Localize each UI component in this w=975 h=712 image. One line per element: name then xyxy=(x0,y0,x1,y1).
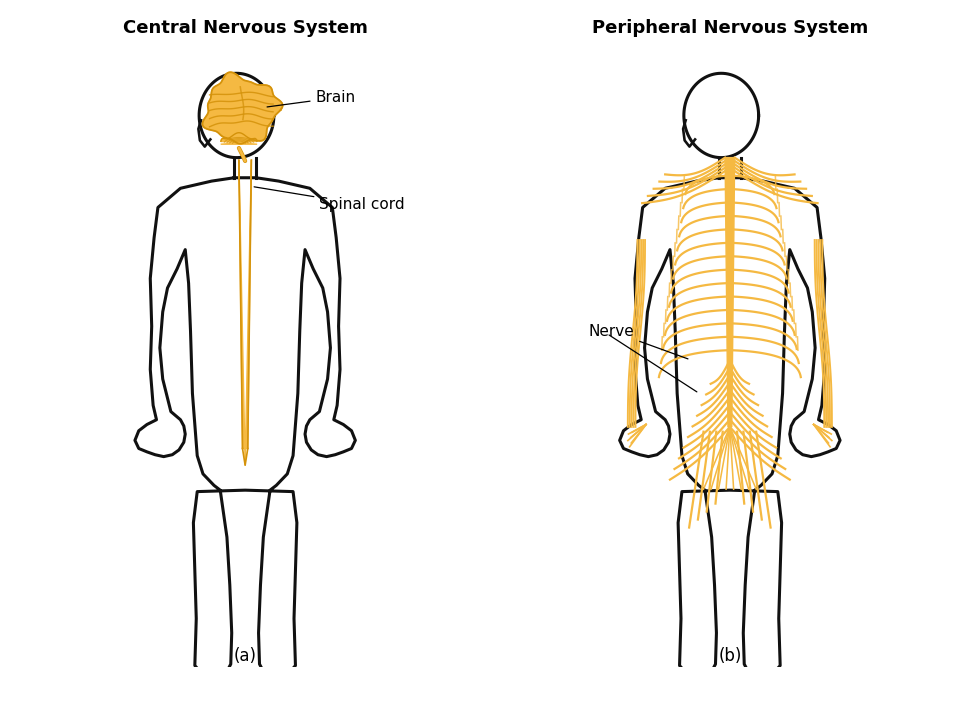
Polygon shape xyxy=(234,157,256,178)
Polygon shape xyxy=(203,72,283,144)
Text: Brain: Brain xyxy=(267,90,356,107)
Polygon shape xyxy=(239,160,252,465)
Text: Spinal cord: Spinal cord xyxy=(254,187,405,212)
Polygon shape xyxy=(199,73,274,157)
Title: Peripheral Nervous System: Peripheral Nervous System xyxy=(592,19,868,38)
Polygon shape xyxy=(683,73,759,157)
Polygon shape xyxy=(220,132,257,145)
Text: (b): (b) xyxy=(719,647,742,665)
Polygon shape xyxy=(725,157,734,427)
Title: Central Nervous System: Central Nervous System xyxy=(123,19,368,38)
Polygon shape xyxy=(719,157,741,178)
Text: Nerve: Nerve xyxy=(589,323,688,359)
Polygon shape xyxy=(135,178,355,676)
Text: (a): (a) xyxy=(234,647,256,665)
Polygon shape xyxy=(620,178,840,676)
